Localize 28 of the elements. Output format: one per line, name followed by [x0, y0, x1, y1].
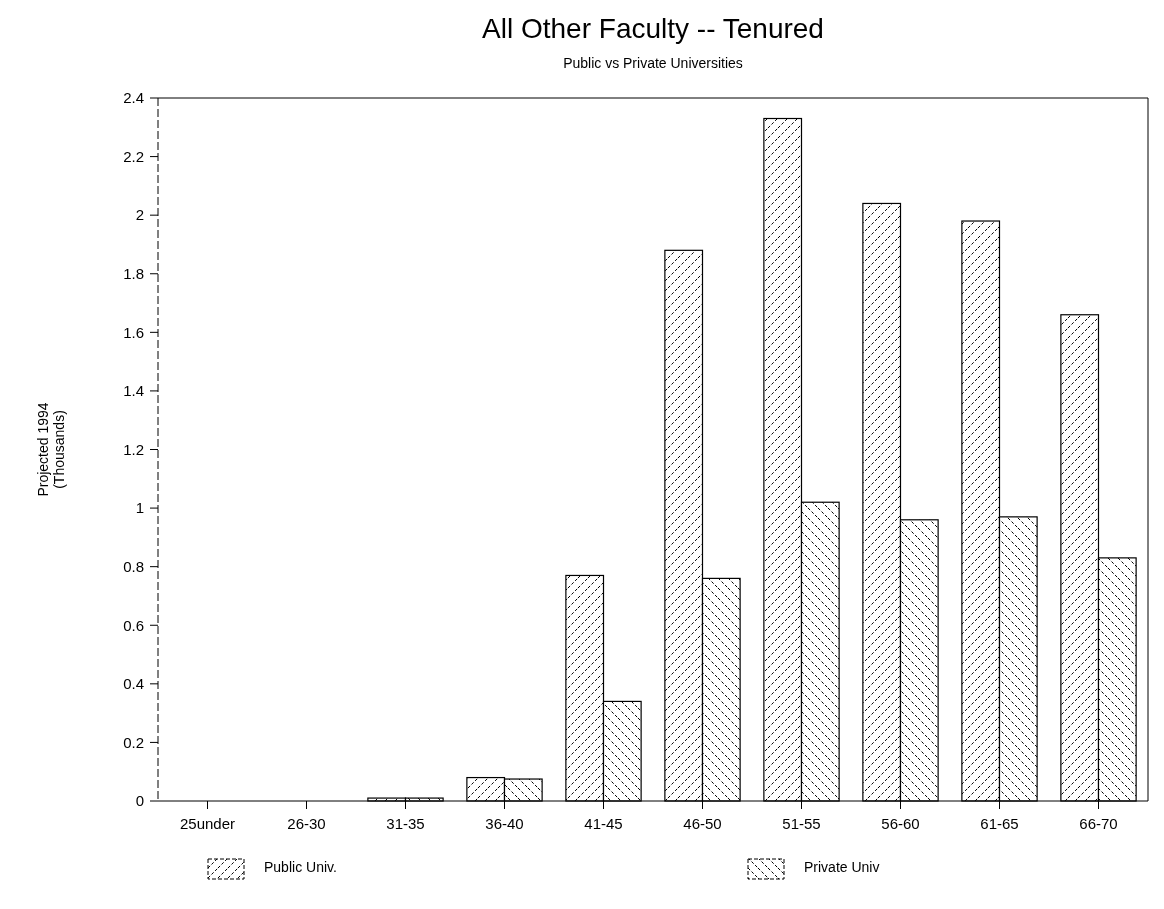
- y-axis-title: Projected 1994 (Thousands): [35, 402, 67, 497]
- y-tick-label: 0.8: [123, 557, 144, 575]
- y-tick-label: 1.2: [123, 440, 144, 458]
- y-tick-label: 1.6: [123, 323, 144, 341]
- y-tick-label: 1.8: [123, 265, 144, 282]
- x-tick-label: 31-35: [386, 815, 425, 832]
- chart-title: All Other Faculty -- Tenured: [482, 13, 824, 44]
- y-tick-label: 0.6: [123, 616, 144, 634]
- y-tick-label: 2: [135, 206, 144, 224]
- x-tick-label: 26-30: [287, 815, 326, 832]
- y-tick-label: 2.2: [123, 147, 144, 165]
- x-tick-label: 51-55: [782, 815, 821, 832]
- legend-label: Public Univ.: [264, 859, 337, 876]
- y-tick-label: 0.4: [123, 675, 144, 693]
- y-tick-label: 0: [135, 792, 144, 810]
- y-tick-label: 1.4: [123, 382, 144, 400]
- x-tick-label: 25under: [179, 815, 236, 832]
- legend-label: Private Univ: [804, 859, 880, 876]
- x-tick-label: 56-60: [881, 815, 920, 832]
- y-tick-label: 0.2: [123, 733, 144, 751]
- x-tick-label: 41-45: [584, 815, 623, 832]
- x-tick-label: 66-70: [1079, 815, 1118, 832]
- chart-subtitle: Public vs Private Universities: [563, 55, 743, 71]
- y-tick-label: 2.4: [123, 89, 144, 107]
- x-tick-label: 36-40: [485, 815, 524, 832]
- x-tick-label: 46-50: [683, 815, 722, 832]
- x-tick-label: 61-65: [980, 815, 1019, 832]
- y-tick-label: 1: [135, 499, 144, 517]
